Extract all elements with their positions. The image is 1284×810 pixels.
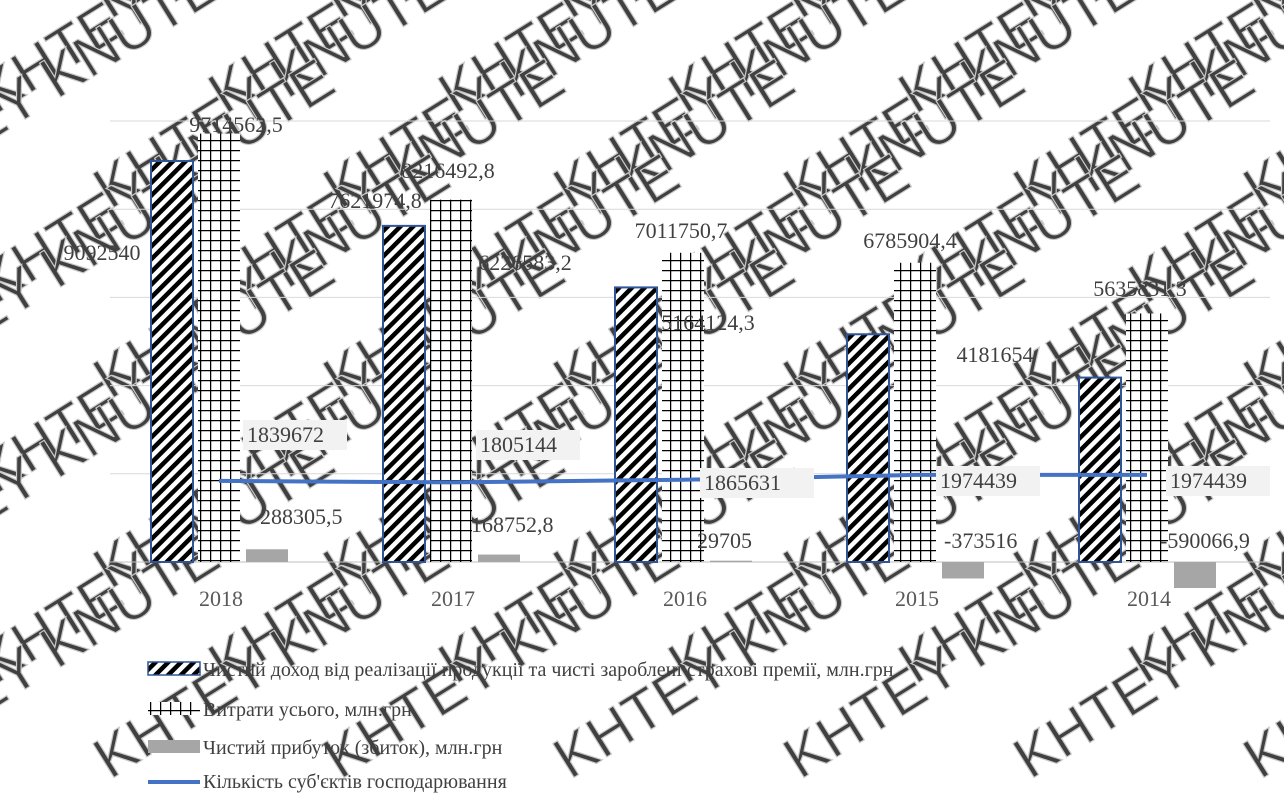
bar-income-2017 bbox=[382, 224, 426, 563]
legend-swatch-1 bbox=[148, 702, 200, 715]
label-subjects-2018-bg bbox=[243, 420, 347, 450]
bar-expenses-2015 bbox=[894, 262, 936, 562]
legend-label-0: Чистий доход від реалізації продукції та… bbox=[203, 659, 894, 681]
label-subjects-2014: 1974439 bbox=[1170, 468, 1247, 493]
label-profit-2018: 288305,5 bbox=[260, 504, 343, 529]
label-income-2015: 5164124,3 bbox=[661, 310, 755, 335]
bar-expenses-2016 bbox=[662, 252, 704, 562]
label-profit-2016: 29705 bbox=[697, 528, 752, 553]
bar-profit-2014 bbox=[1174, 562, 1216, 589]
label-profit-2014: -590066,9 bbox=[1160, 528, 1250, 553]
bar-profit-2018 bbox=[246, 549, 288, 562]
label-expenses-2014: 5635831,3 bbox=[1093, 276, 1187, 301]
label-expenses-2017: 8216492,8 bbox=[401, 158, 495, 183]
tick-2014: 2014 bbox=[1127, 586, 1171, 611]
data-labels: 9092540 7621974,8 6226583,2 5164124,3 418165… bbox=[64, 112, 1270, 553]
label-income-2016: 6226583,2 bbox=[478, 250, 572, 275]
bar-income-2016 bbox=[614, 286, 658, 563]
label-income-2014: 4181654 bbox=[957, 342, 1034, 367]
label-subjects-2016-bg bbox=[700, 468, 814, 498]
label-subjects-2018: 1839672 bbox=[247, 422, 324, 447]
label-subjects-2016: 1865631 bbox=[704, 470, 781, 495]
bar-income-2015 bbox=[846, 333, 890, 563]
tick-2016: 2016 bbox=[663, 586, 707, 611]
label-subjects-2017: 1805144 bbox=[480, 432, 557, 457]
bar-expenses-2018 bbox=[198, 133, 240, 562]
label-profit-2015: -373516 bbox=[944, 528, 1017, 553]
tick-2015: 2015 bbox=[895, 586, 939, 611]
label-expenses-2016: 7011750,7 bbox=[635, 218, 728, 243]
bar-profit-2017 bbox=[478, 554, 520, 562]
bar-income-2014 bbox=[1078, 376, 1122, 563]
legend-label-1: Витрати усього, млн.грн bbox=[203, 699, 412, 721]
bars bbox=[150, 133, 1216, 589]
label-subjects-2015: 1974439 bbox=[940, 468, 1017, 493]
x-axis-ticks: 2018 2017 2016 2015 2014 bbox=[199, 586, 1171, 611]
legend: Чистий доход від реалізації продукції та… bbox=[147, 659, 894, 793]
label-subjects-2014-bg bbox=[1166, 466, 1270, 496]
label-expenses-2015: 6785904,4 bbox=[863, 228, 957, 253]
bar-expenses-2017 bbox=[430, 199, 472, 563]
label-profit-2017: 168752,8 bbox=[471, 512, 554, 537]
tick-2018: 2018 bbox=[199, 586, 243, 611]
bar-expenses-2014 bbox=[1126, 313, 1168, 562]
bar-profit-2016 bbox=[710, 560, 752, 562]
legend-label-2: Чистий прибуток (збиток), млн.грн bbox=[203, 737, 503, 759]
legend-swatch-2 bbox=[148, 740, 200, 753]
label-income-2017: 7621974,8 bbox=[328, 188, 422, 213]
label-subjects-2015-bg bbox=[936, 466, 1040, 496]
bar-profit-2015 bbox=[942, 562, 984, 579]
legend-label-3: Кількість суб'єктів господарювання bbox=[203, 771, 507, 793]
tick-2017: 2017 bbox=[431, 586, 475, 611]
label-subjects-2017-bg bbox=[476, 430, 580, 460]
label-income-2018: 9092540 bbox=[64, 240, 141, 265]
legend-swatch-0 bbox=[147, 661, 201, 676]
bar-income-2018 bbox=[150, 160, 194, 563]
label-expenses-2018: 9714562,5 bbox=[189, 112, 283, 137]
